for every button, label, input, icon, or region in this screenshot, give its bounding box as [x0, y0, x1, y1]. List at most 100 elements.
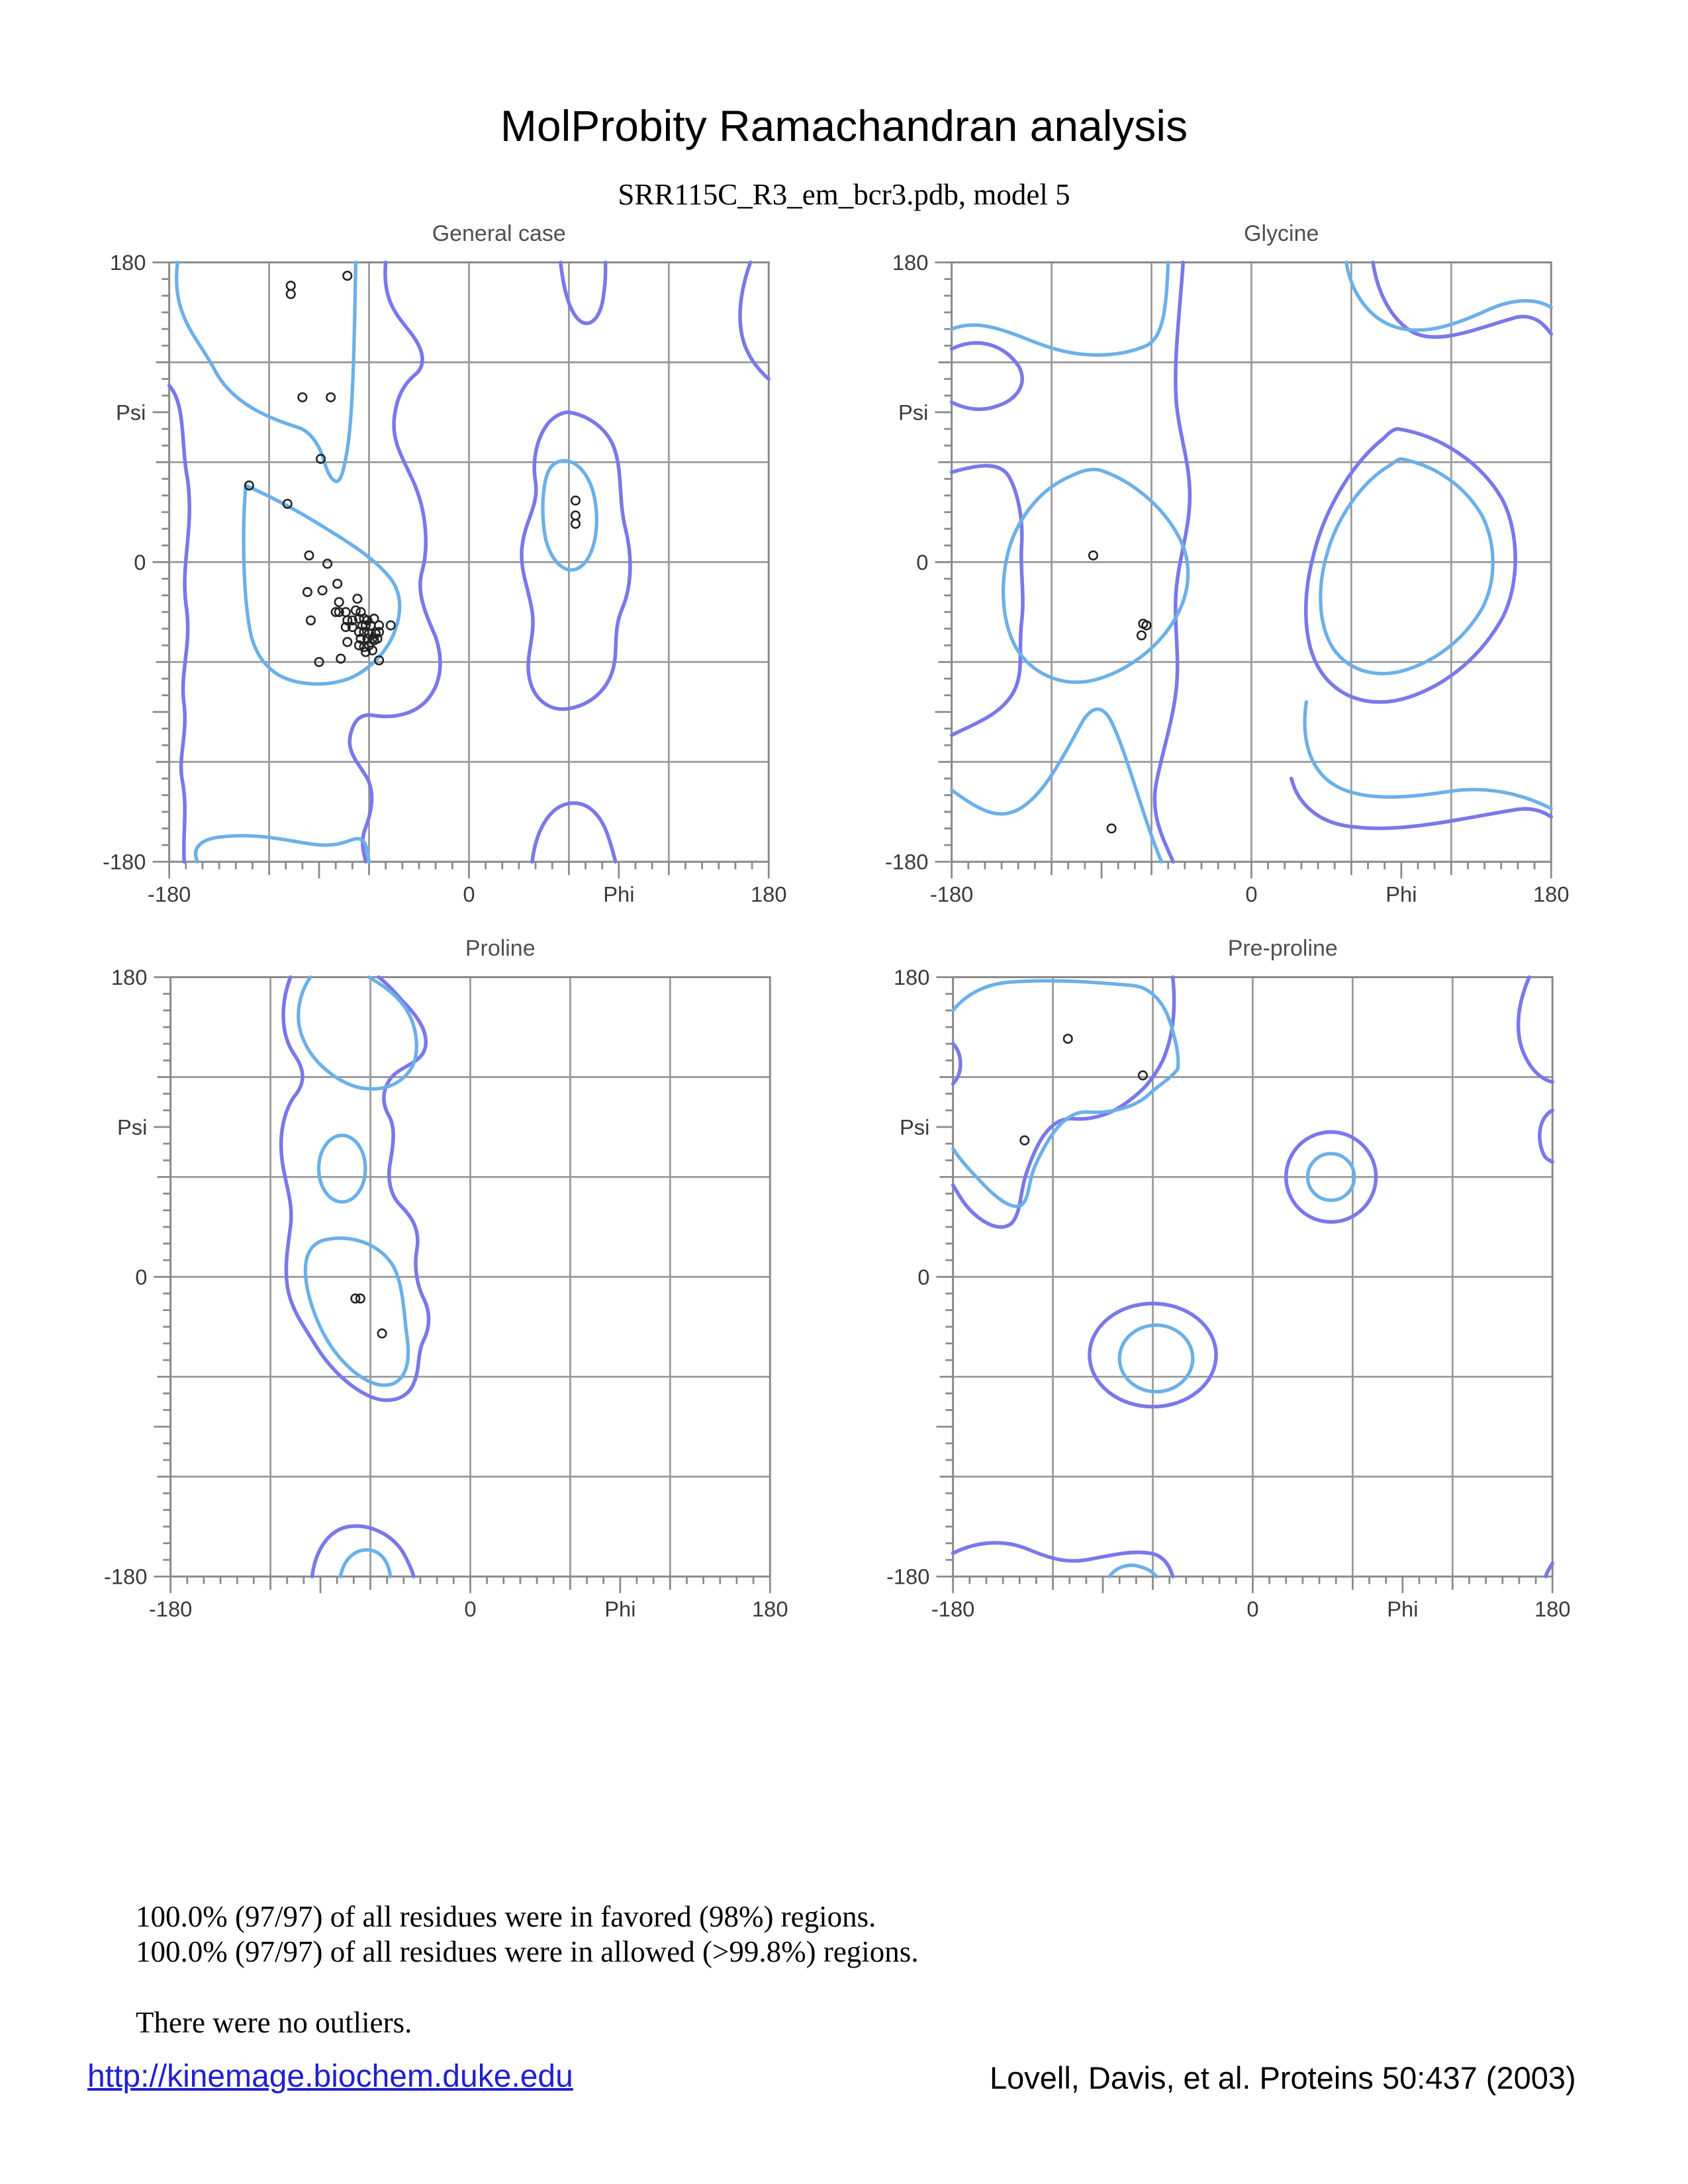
residue-point: [347, 621, 357, 632]
plot-title: Proline: [465, 936, 536, 961]
allowed-region-contour: [949, 341, 1024, 412]
allowed-region-contour: [310, 1524, 416, 1578]
favored-region-contour: [1305, 1152, 1356, 1203]
residue-point: [330, 607, 341, 617]
plot-title: Pre-proline: [1228, 936, 1338, 961]
plot-title: Glycine: [1244, 221, 1319, 246]
residue-point: [334, 607, 344, 617]
ramachandran-plot-pre-proline: 180 Psi 0 -180 -180 0 Phi 180 Pre-proline: [886, 924, 1577, 1670]
residue-point: [385, 620, 396, 631]
residue-point: [374, 627, 385, 637]
ramachandran-plot-proline: 180 Psi 0 -180 -180 0 Phi 180 Proline: [104, 924, 795, 1670]
allowed-region-contour: [951, 975, 1176, 1229]
residue-point: [377, 1328, 387, 1339]
favored-region-contour: [1319, 457, 1495, 676]
residue-point: [340, 621, 351, 632]
favored-region-contour: [951, 979, 1180, 1208]
residue-point: [244, 480, 254, 491]
x-axis-label: Phi: [1387, 1597, 1418, 1621]
y-axis-label: Psi: [900, 1115, 929, 1139]
favored-region-contour: [949, 260, 1170, 357]
y-axis-label: 180: [111, 965, 148, 989]
plot-canvas-glycine: 180 Psi 0 -180-180 0 Phi 180 Glycine: [885, 221, 1570, 907]
allowed-region-contour: [559, 260, 608, 326]
y-axis-label: 0: [916, 550, 928, 574]
favored-region-contour: [193, 834, 371, 864]
residue-point: [570, 495, 581, 506]
x-axis-label: Phi: [603, 882, 634, 907]
residue-point: [342, 615, 353, 625]
results-summary: 100.0% (97/97) of all residues were in f…: [136, 1899, 919, 1970]
allowed-region-contour: [167, 383, 191, 864]
y-axis-label: Psi: [117, 1115, 147, 1139]
plot-canvas-preproline: 180 Psi 0 -180-180 0 Phi 180 Pre-proline: [886, 936, 1571, 1621]
allowed-region-contour: [279, 975, 431, 1402]
allowed-region-contour: [1544, 1561, 1555, 1578]
citation-text: Lovell, Davis, et al. Proteins 50:437 (2…: [990, 2060, 1576, 2095]
x-axis-label: Phi: [604, 1597, 635, 1621]
allowed-region-contour: [1152, 260, 1192, 864]
residue-point: [342, 637, 353, 647]
residue-point: [302, 587, 312, 598]
residue-point: [360, 620, 371, 631]
allowed-stat-line: 100.0% (97/97) of all residues were in a…: [136, 1935, 919, 1968]
x-axis-label: -180: [149, 1597, 192, 1621]
residue-point: [317, 585, 328, 596]
y-axis-label: -180: [886, 1565, 929, 1589]
residue-point: [1019, 1135, 1030, 1146]
residue-point: [367, 645, 378, 656]
favored-region-contour: [1344, 260, 1553, 332]
x-axis-label: 180: [752, 1597, 788, 1621]
residue-point: [304, 550, 314, 561]
ramachandran-plot-glycine: 180 Psi 0 -180 -180 0 Phi 180 Glycine: [885, 209, 1576, 955]
residue-point: [285, 289, 296, 299]
residue-point: [314, 657, 324, 667]
favored-region-contour: [242, 482, 402, 686]
residue-point: [322, 559, 333, 569]
residue-point: [353, 640, 364, 651]
x-axis-label: 0: [464, 1597, 476, 1621]
allowed-region-contour: [1289, 776, 1554, 831]
y-axis-label: 180: [894, 965, 930, 989]
residue-point: [342, 271, 353, 281]
y-axis-label: -180: [885, 850, 928, 874]
allowed-region-contour: [1371, 260, 1554, 339]
x-axis-label: Phi: [1385, 882, 1417, 907]
residue-point: [336, 653, 346, 664]
residue-point: [305, 615, 316, 625]
residue-point: [374, 620, 385, 631]
residue-point: [369, 635, 379, 646]
residue-point: [297, 392, 308, 402]
x-axis-label: -180: [930, 882, 973, 907]
residue-point: [353, 627, 364, 637]
favored-region-contour: [338, 1548, 393, 1578]
residue-point: [359, 642, 369, 653]
allowed-region-contour: [1538, 1108, 1555, 1164]
residue-point: [355, 633, 366, 644]
y-axis-label: Psi: [116, 400, 146, 424]
x-axis-label: 180: [1534, 1597, 1571, 1621]
residue-point: [326, 392, 336, 402]
y-axis-label: 0: [917, 1265, 929, 1289]
y-axis-label: 0: [135, 1265, 147, 1289]
favored-region-contour: [949, 707, 1164, 864]
x-axis-label: 180: [1533, 882, 1570, 907]
residue-point: [352, 594, 363, 604]
allowed-region-contour: [1088, 1301, 1218, 1409]
y-axis-label: 180: [892, 250, 929, 275]
x-axis-label: -180: [931, 1597, 974, 1621]
y-axis-label: -180: [103, 850, 146, 874]
residue-point: [570, 518, 581, 529]
x-axis-label: 0: [1246, 1597, 1258, 1621]
y-axis-label: 0: [134, 550, 146, 574]
favored-region-contour: [175, 260, 358, 484]
favored-region-contour: [541, 459, 598, 572]
allowed-region-contour: [348, 260, 442, 864]
kinemage-link[interactable]: http://kinemage.biochem.duke.edu: [87, 2059, 573, 2094]
favored-region-contour: [303, 1236, 410, 1387]
favored-stat-line: 100.0% (97/97) of all residues were in f…: [136, 1900, 876, 1933]
x-axis-label: 180: [751, 882, 787, 907]
y-axis-label: -180: [104, 1565, 147, 1589]
residue-point: [347, 615, 357, 625]
